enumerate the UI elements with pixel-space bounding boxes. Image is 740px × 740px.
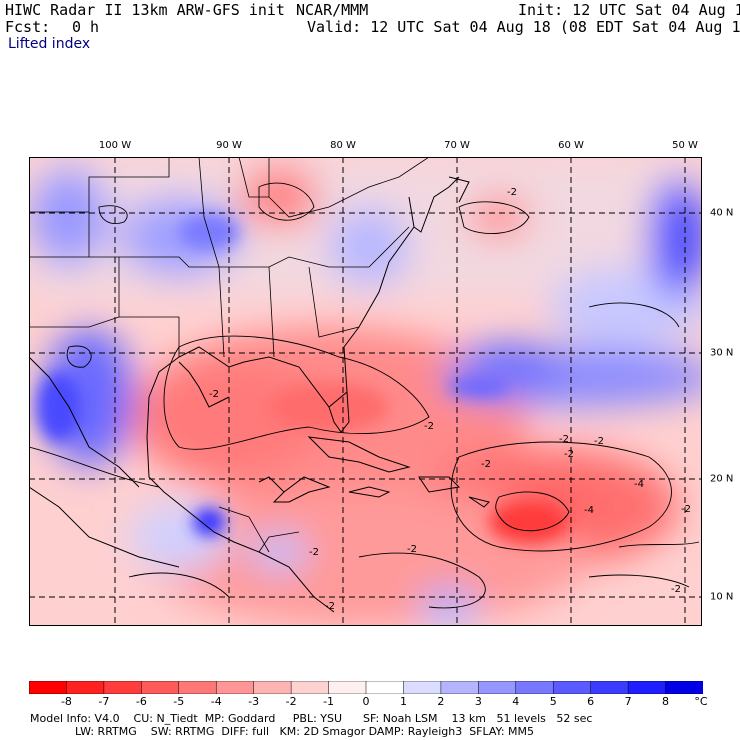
colorbar-tick-label: -2 <box>285 695 297 708</box>
contour-label: -2 <box>594 436 604 447</box>
colorbar-swatch <box>328 681 367 694</box>
model-title: HIWC Radar II 13km ARW-GFS init <box>5 1 285 19</box>
colorbar-tick-label: 5 <box>549 695 557 708</box>
colorbar-tick-label: -6 <box>135 695 147 708</box>
map-frame <box>29 157 702 626</box>
colorbar-tick-label: 2 <box>437 695 445 708</box>
lat-label: 30 N <box>710 347 734 359</box>
colorbar-swatch <box>66 681 105 694</box>
init-time: Init: 12 UTC Sat 04 Aug 18 <box>518 1 740 19</box>
contour-label: -2 <box>681 504 691 515</box>
colorbar-swatch <box>29 681 68 694</box>
colorbar-swatch <box>440 681 480 694</box>
lifted-index-map: -2 -2 -2 -2 -2 -2 -2 -4 -4 -2 -2 -2 -2 -… <box>29 157 702 626</box>
lat-label: 40 N <box>710 207 734 219</box>
colorbar-swatch <box>103 681 143 694</box>
colorbar-tick-label: 4 <box>512 695 520 708</box>
colorbar-swatch <box>141 681 180 694</box>
colorbar-swatch <box>178 681 217 694</box>
colorbar-swatch <box>290 681 330 694</box>
contour-label: -2 <box>481 459 491 470</box>
lat-label: 20 N <box>710 473 734 485</box>
lat-lon-grid <box>29 157 702 626</box>
contour-label: -4 <box>584 505 594 516</box>
colorbar-swatch <box>590 681 629 694</box>
model-info-line1: Model Info: V4.0 CU: N_Tiedt MP: Goddard… <box>30 712 593 725</box>
colorbar-tick-label: -7 <box>98 695 110 708</box>
contour-label: -2 <box>424 421 434 432</box>
organization: NCAR/MMM <box>296 1 369 19</box>
colorbar-tick-label: -1 <box>323 695 335 708</box>
lat-label: 10 N <box>710 591 734 603</box>
colorbar-tick-label: 7 <box>624 695 632 708</box>
lon-label: 80 W <box>330 140 356 151</box>
contour-label: -2 <box>325 601 335 612</box>
contour-label: -2 <box>507 187 517 198</box>
colorbar-tick-label: -4 <box>210 695 222 708</box>
colorbar-unit: °C <box>694 695 708 708</box>
lon-label: 100 W <box>98 140 132 151</box>
contour-labels: -2 -2 -2 -2 -2 -2 -2 -4 -4 -2 -2 -2 -2 -… <box>209 187 691 612</box>
contour-label: -2 <box>209 389 219 400</box>
field-name: Lifted index <box>8 36 91 52</box>
colorbar-swatch <box>253 681 292 694</box>
lon-label: 70 W <box>444 140 470 151</box>
colorbar-swatch <box>627 681 667 694</box>
colorbar-swatch <box>552 681 592 694</box>
contour-label: -2 <box>559 434 569 445</box>
contour-label: -4 <box>634 479 644 490</box>
colorbar-swatch <box>515 681 554 694</box>
lon-label: 60 W <box>558 140 584 151</box>
contour-label: -2 <box>309 547 319 558</box>
forecast-label: Fcst: <box>5 18 51 36</box>
colorbar-tick-label: 0 <box>362 695 370 708</box>
forecast-hour: 0 h <box>72 18 100 36</box>
li-contours <box>29 182 700 609</box>
lon-label: 50 W <box>672 140 698 151</box>
colorbar-tick-label: 3 <box>474 695 482 708</box>
colorbar-tick-label: 6 <box>587 695 595 708</box>
lon-label: 90 W <box>216 140 242 151</box>
colorbar-tick-label: 1 <box>399 695 407 708</box>
contour-label: -2 <box>407 544 417 555</box>
coastlines <box>29 176 490 613</box>
colorbar-tick-label: -5 <box>173 695 185 708</box>
colorbar-tick-label: -3 <box>248 695 260 708</box>
colorbar-tick-label: 8 <box>662 695 670 708</box>
contour-label: -2 <box>564 449 574 460</box>
valid-time: Valid: 12 UTC Sat 04 Aug 18 (08 EDT Sat … <box>307 18 740 36</box>
colorbar <box>29 681 703 694</box>
colorbar-swatch <box>215 681 255 694</box>
contour-label: -2 <box>671 584 681 595</box>
colorbar-swatch <box>478 681 517 694</box>
colorbar-swatch <box>403 681 442 694</box>
colorbar-swatch <box>365 681 405 694</box>
colorbar-tick-label: -8 <box>60 695 72 708</box>
colorbar-swatch <box>665 681 703 694</box>
model-info-line2: LW: RRTMG SW: RRTMG DIFF: full KM: 2D Sm… <box>75 725 535 738</box>
